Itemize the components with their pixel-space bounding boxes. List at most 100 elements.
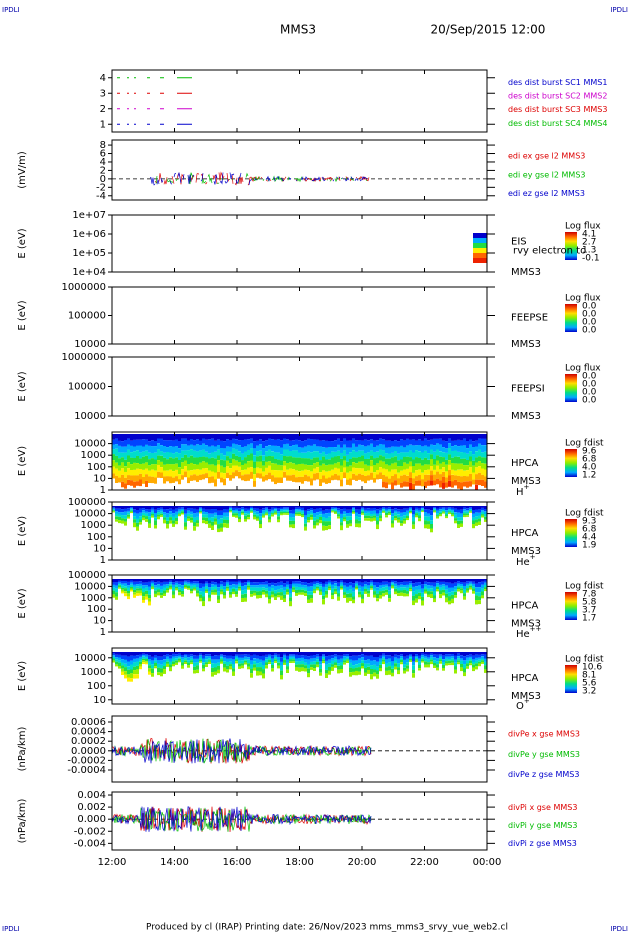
- spec-cell: [274, 477, 277, 485]
- spec-cell: [475, 652, 478, 655]
- spec-cell: [313, 517, 316, 521]
- spec-cell: [184, 513, 187, 518]
- spec-cell: [253, 590, 256, 593]
- spec-cell: [115, 448, 118, 456]
- spec-cell: [277, 477, 280, 483]
- spec-cell: [130, 507, 133, 509]
- spec-cell: [373, 517, 376, 521]
- spec-cell: [172, 523, 175, 527]
- spec-cell: [427, 474, 430, 481]
- spec-cell: [403, 469, 406, 475]
- spec-cell: [331, 508, 334, 510]
- spec-cell: [466, 585, 469, 589]
- spec-cell: [337, 468, 340, 476]
- spec-cell: [442, 589, 445, 593]
- spec-cell: [253, 587, 256, 591]
- spec-cell: [358, 523, 361, 528]
- spec-cell: [259, 587, 262, 592]
- spec-cell: [466, 655, 469, 658]
- spec-cell: [223, 661, 226, 664]
- spec-cell: [473, 233, 487, 238]
- spec-cell: [484, 658, 487, 662]
- spec-cell: [295, 586, 298, 590]
- spec-cell: [445, 506, 448, 508]
- spec-cell: [379, 455, 382, 461]
- spec-cell: [430, 652, 433, 654]
- spec-cell: [355, 652, 358, 656]
- spec-cell: [148, 434, 151, 442]
- spec-cell: [208, 583, 211, 588]
- spec-cell: [454, 512, 457, 515]
- spec-cell: [481, 468, 484, 475]
- spec-cell: [232, 448, 235, 454]
- spec-cell: [175, 585, 178, 587]
- spec-cell: [460, 579, 463, 582]
- spec-cell: [319, 465, 322, 473]
- spec-cell: [118, 654, 121, 658]
- spec-cell: [193, 581, 196, 584]
- spec-cell: [202, 652, 205, 656]
- spec-cell: [220, 657, 223, 660]
- spec-cell: [124, 586, 127, 589]
- spec-cell: [433, 510, 436, 512]
- spec-cell: [130, 580, 133, 583]
- spec-cell: [292, 654, 295, 656]
- spec-cell: [343, 588, 346, 593]
- spec-cell: [184, 471, 187, 478]
- spec-cell: [436, 455, 439, 461]
- spec-cell: [253, 508, 256, 511]
- spec-cell: [478, 587, 481, 593]
- spec-cell: [409, 659, 412, 661]
- spec-cell: [313, 655, 316, 658]
- spec-cell: [244, 593, 247, 598]
- panel-frame: [111, 214, 488, 273]
- spec-cell: [364, 668, 367, 673]
- spec-cell: [298, 464, 301, 472]
- spec-cell: [412, 586, 415, 592]
- spec-cell: [421, 459, 424, 466]
- spec-cell: [385, 667, 388, 671]
- spec-cell: [277, 464, 280, 471]
- spec-cell: [370, 588, 373, 590]
- spec-cell: [229, 664, 232, 667]
- spec-cell: [397, 514, 400, 518]
- spec-cell: [367, 666, 370, 671]
- spec-cell: [319, 472, 322, 479]
- spec-cell: [187, 518, 190, 521]
- spec-cell: [421, 653, 424, 656]
- spec-cell: [472, 465, 475, 473]
- spec-cell: [328, 506, 331, 510]
- spec-cell: [286, 655, 289, 660]
- spec-cell: [238, 457, 241, 462]
- spec-cell: [394, 440, 397, 447]
- spec-cell: [469, 657, 472, 659]
- spec-cell: [187, 588, 190, 590]
- spec-cell: [196, 512, 199, 517]
- spec-cell: [244, 654, 247, 657]
- spec-cell: [124, 506, 127, 509]
- spec-cell: [238, 652, 241, 655]
- spec-cell: [310, 652, 313, 656]
- spec-cell: [280, 652, 283, 658]
- spec-cell: [433, 459, 436, 465]
- spec-cell: [301, 476, 304, 484]
- spec-cell: [436, 587, 439, 590]
- spec-cell: [379, 434, 382, 439]
- spec-cell: [448, 470, 451, 476]
- spec-cell: [307, 673, 310, 678]
- spec-cell: [454, 662, 457, 667]
- spec-cell: [193, 658, 196, 663]
- spec-cell: [271, 509, 274, 512]
- spec-cell: [220, 659, 223, 662]
- spec-cell: [214, 659, 217, 664]
- spec-cell: [115, 516, 118, 520]
- spec-cell: [196, 583, 199, 587]
- spec-cell: [124, 671, 127, 675]
- spec-cell: [349, 520, 352, 524]
- spec-cell: [322, 440, 325, 448]
- spec-cell: [307, 509, 310, 512]
- spec-cell: [370, 450, 373, 456]
- spec-cell: [208, 597, 211, 602]
- spec-cell: [127, 652, 130, 657]
- panel-frame: [111, 139, 488, 201]
